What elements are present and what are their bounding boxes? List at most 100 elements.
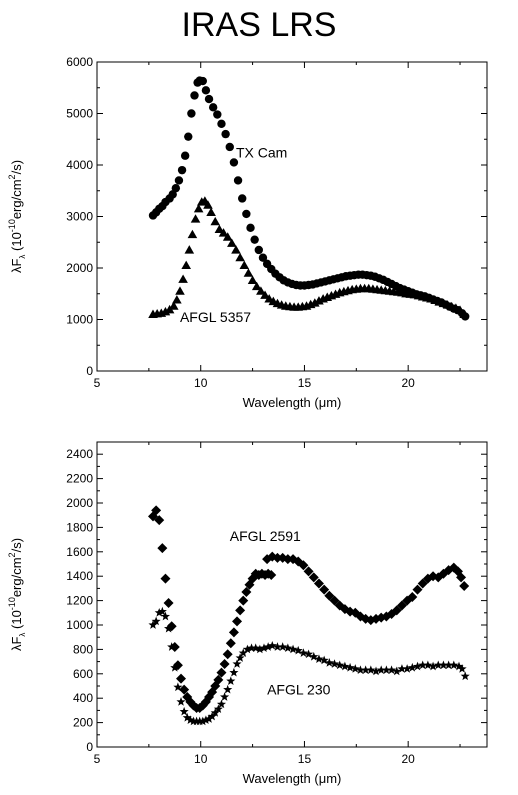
afgl-5357-point [251,281,262,291]
afgl-230-point [418,660,428,670]
afgl-230-point [157,606,167,616]
afgl-230-point [402,664,412,673]
y-tick-label: 0 [86,364,93,378]
afgl-2591-point [396,600,407,611]
afgl-230-point [407,662,417,672]
afgl-230-point [148,620,158,629]
afgl-230-point [263,642,273,651]
x-tick-label: 5 [94,376,101,390]
afgl-2591-point [241,587,252,598]
afgl-5357-point [227,238,237,247]
afgl-230-point [151,616,161,626]
y-tick-label: 1800 [66,520,93,534]
x-axis-label: Wavelength (μm) [243,395,342,410]
afgl-2591-point [238,595,249,606]
annotation-afgl-5357: AFGL 5357 [180,309,251,325]
afgl-2591-point [225,638,236,649]
tx-cam-point [254,245,264,255]
afgl-230-point [259,643,269,653]
afgl-5357-point [235,252,245,262]
afgl-5357-point [181,260,192,270]
afgl-230-point [204,714,214,723]
tx-cam-point [242,209,251,219]
y-tick-label: 1400 [66,569,93,583]
annotation-tx-cam: TX Cam [236,144,287,160]
afgl-2591-point [313,578,324,589]
afgl-230-point [229,667,239,677]
afgl-230-point [246,643,257,653]
afgl-230-point [335,660,345,670]
afgl-230-point [210,708,220,717]
afgl-230-point [376,665,386,675]
tx-cam-point [177,165,187,175]
afgl-230-point [272,642,283,651]
afgl-230-point [355,665,366,675]
y-tick-label: 3000 [66,210,93,224]
afgl-230-point [433,660,443,670]
y-tick-label: 4000 [66,158,93,172]
y-tick-label: 1000 [66,313,93,327]
afgl-230-point [397,664,407,673]
afgl-230-point [176,697,186,706]
afgl-230-point [324,658,334,667]
afgl-2591-point [308,572,319,583]
tx-cam-point [190,91,199,100]
y-axis-label: λFλ (10-10erg/cm2/s) [7,160,27,273]
afgl-5357-point [260,290,270,299]
tx-cam-point [184,132,193,141]
afgl-5357-point [239,260,250,270]
tx-cam-point [171,183,181,193]
tx-cam-point [174,176,184,185]
afgl-2591-point [329,595,340,606]
series-afgl-230 [148,606,470,726]
afgl-230-point [167,642,177,651]
tx-cam-point [229,158,239,167]
annotation-afgl-230: AFGL 230 [267,682,331,698]
afgl-2591-point [412,584,423,595]
afgl-230-point [457,664,467,673]
afgl-230-point [182,712,192,722]
afgl-2591-point [154,515,165,526]
afgl-2591-point [179,684,190,695]
tx-cam-point [187,109,196,118]
afgl-230-point [304,649,314,659]
afgl-230-point [366,665,376,675]
afgl-230-point [238,648,248,657]
afgl-2591-point [216,667,227,678]
afgl-230-point [223,684,233,694]
afgl-2591-point [456,572,467,583]
tx-cam-point [225,142,234,152]
plot-frame [96,441,488,748]
afgl-230-point [154,608,164,617]
x-tick-label: 20 [401,752,415,766]
afgl-5357-point [243,268,254,277]
afgl-2591-point [232,616,243,627]
y-tick-label: 2200 [66,472,93,486]
afgl-5357-point [172,295,182,304]
afgl-230-point [319,655,329,665]
afgl-230-point [207,711,217,721]
tx-cam-point [213,110,222,119]
afgl-230-point [329,659,340,668]
afgl-2591-point [228,627,239,638]
y-tick-label: 0 [86,740,93,754]
afgl-5357-point [193,203,204,213]
afgl-230-point [361,665,371,675]
tx-cam-point [258,253,268,262]
x-tick-label: 5 [94,752,101,766]
y-tick-label: 1200 [66,594,93,608]
tx-cam-point [204,94,214,104]
afgl-5357-point [455,305,465,314]
afgl-2591-point [303,566,314,577]
afgl-230-point [283,643,293,653]
afgl-230-point [392,666,402,676]
y-tick-label: 2000 [66,496,93,510]
afgl-5357-point [222,232,233,241]
afgl-5357-point [247,275,258,284]
afgl-5357-point [187,229,198,239]
afgl-230-point [423,660,433,670]
afgl-5357-point [184,245,195,254]
annotation-afgl-2591: AFGL 2591 [230,528,301,544]
afgl-230-point [232,659,242,668]
